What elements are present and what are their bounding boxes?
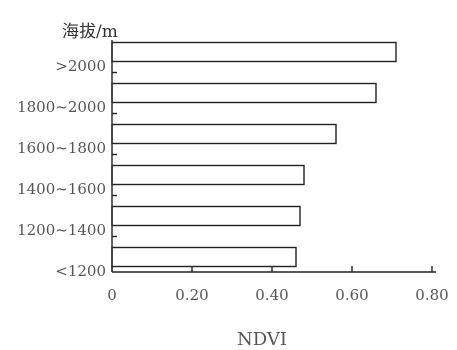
y-tick-label-4: 1200~1400 bbox=[17, 221, 106, 239]
bar-5 bbox=[111, 246, 297, 268]
bar-3 bbox=[111, 164, 305, 186]
x-tick-label-1: 0.20 bbox=[175, 286, 208, 304]
y-tick-label-3: 1400~1600 bbox=[17, 180, 106, 198]
x-tick-label-0: 0 bbox=[107, 286, 117, 304]
y-axis-label: 海拔/m bbox=[62, 22, 118, 42]
bar-0 bbox=[111, 41, 397, 63]
y-ticks-group: >2000 1800~2000 1600~1800 1400~1600 1200~140… bbox=[17, 57, 117, 280]
x-axis-label: NDVI bbox=[237, 329, 287, 350]
bar-4 bbox=[111, 205, 301, 227]
bar-1 bbox=[111, 82, 377, 104]
y-tick-label-1: 1800~2000 bbox=[17, 98, 106, 116]
x-tick-label-3: 0.60 bbox=[335, 286, 368, 304]
x-tick-label-2: 0.40 bbox=[255, 286, 288, 304]
bar-2 bbox=[111, 123, 337, 145]
y-tick-label-5: <1200 bbox=[55, 262, 106, 280]
bars-group bbox=[111, 41, 397, 268]
y-tick-label-2: 1600~1800 bbox=[17, 139, 106, 157]
y-tick-label-0: >2000 bbox=[55, 57, 106, 75]
x-tick-label-4: 0.80 bbox=[415, 286, 448, 304]
x-ticks-group: 0 0.20 0.40 0.60 0.80 bbox=[107, 266, 449, 304]
